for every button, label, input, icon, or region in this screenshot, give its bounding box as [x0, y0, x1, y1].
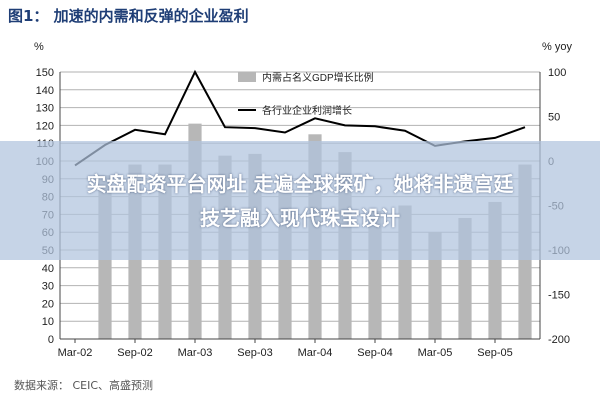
legend-label-bar: 内需占名义GDP增长比例 [262, 71, 374, 84]
legend-label-line: 各行业企业利润增长 [262, 104, 352, 117]
x-tick-label: Sep-04 [357, 347, 392, 359]
source-note: 数据来源： CEIC、高盛预测 [14, 379, 154, 392]
left-tick-label: 20 [42, 298, 54, 310]
x-tick-label: Sep-03 [237, 347, 272, 359]
right-tick-label: -150 [548, 290, 570, 302]
left-tick-label: 150 [36, 67, 54, 79]
right-tick-label: -200 [548, 334, 570, 346]
left-tick-label: 130 [36, 103, 54, 115]
legend-swatch-bar [238, 72, 256, 82]
left-tick-label: 30 [42, 281, 54, 293]
overlay-line-1[interactable]: 实盘配资平台网址 走遍全球探矿，她将非遗宫廷 [86, 171, 514, 196]
overlay-banner[interactable]: 实盘配资平台网址 走遍全球探矿，她将非遗宫廷 技艺融入现代珠宝设计 [0, 141, 600, 260]
x-tick-label: Mar-05 [418, 347, 453, 359]
figure-title: 图1： 加速的内需和反弹的企业盈利 [8, 7, 249, 25]
right-tick-label: 100 [548, 67, 566, 79]
right-axis-label: % yoy [542, 41, 572, 53]
left-tick-label: 120 [36, 120, 54, 132]
left-tick-label: 40 [42, 263, 54, 275]
x-tick-label: Mar-03 [178, 347, 213, 359]
right-tick-label: 50 [548, 112, 560, 124]
left-axis-label: % [34, 41, 44, 53]
x-tick-label: Mar-04 [298, 347, 333, 359]
x-tick-label: Sep-02 [117, 347, 152, 359]
x-tick-label: Sep-05 [477, 347, 512, 359]
x-tick-label: Mar-02 [58, 347, 93, 359]
left-tick-label: 0 [48, 334, 54, 346]
left-tick-label: 10 [42, 316, 54, 328]
left-tick-label: 140 [36, 85, 54, 97]
overlay-line-2[interactable]: 技艺融入现代珠宝设计 [200, 205, 400, 230]
